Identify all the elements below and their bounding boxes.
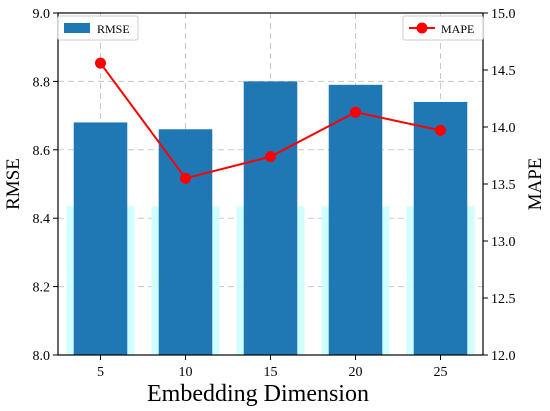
rmse-bar <box>73 122 128 355</box>
legend-rmse-swatch <box>64 23 90 33</box>
right-y-axis-title: MAPE <box>525 158 546 211</box>
legend-mape-label: MAPE <box>441 22 474 36</box>
right-y-tick-label: 12.0 <box>491 349 516 364</box>
x-tick-label: 5 <box>97 365 104 380</box>
left-y-tick-label: 8.6 <box>33 144 51 159</box>
left-y-tick-label: 8.0 <box>33 349 51 364</box>
mape-point <box>95 57 106 69</box>
x-tick-label: 20 <box>349 365 363 380</box>
x-tick-label: 25 <box>434 365 448 380</box>
right-y-tick-label: 14.5 <box>491 64 516 79</box>
left-y-tick-label: 8.8 <box>33 75 51 90</box>
rmse-bars <box>73 81 468 356</box>
rmse-bar <box>243 81 298 356</box>
legend-mape: MAPE <box>402 15 484 41</box>
rmse-bar <box>158 129 213 355</box>
mape-point <box>350 106 361 118</box>
legend-rmse: RMSE <box>57 15 139 41</box>
right-y-tick-label: 15.0 <box>491 7 516 22</box>
right-y-tick-label: 14.0 <box>491 121 516 136</box>
right-y-tick-label: 13.5 <box>491 178 516 193</box>
mape-point <box>265 151 276 163</box>
left-y-tick-label: 9.0 <box>33 7 51 22</box>
legend-rmse-label: RMSE <box>97 22 130 36</box>
x-tick-label: 15 <box>264 365 278 380</box>
mape-point <box>180 172 191 184</box>
rmse-bar <box>328 84 383 355</box>
rmse-bar <box>413 101 468 355</box>
right-y-tick-label: 13.0 <box>491 235 516 250</box>
mape-point <box>435 124 446 136</box>
x-tick-label: 10 <box>179 365 193 380</box>
left-y-tick-label: 8.4 <box>33 212 51 227</box>
x-axis-title: Embedding Dimension <box>147 381 369 407</box>
left-y-axis-title: RMSE <box>3 158 24 210</box>
left-y-tick-label: 8.2 <box>33 281 51 296</box>
right-y-tick-label: 12.5 <box>491 292 516 307</box>
mape-line <box>95 57 446 184</box>
axes: 8.0 8.2 8.4 8.6 8.8 9.0 12.0 12.5 13.0 13.5 14.0 14… <box>33 7 516 380</box>
legend-mape-marker <box>416 22 428 34</box>
